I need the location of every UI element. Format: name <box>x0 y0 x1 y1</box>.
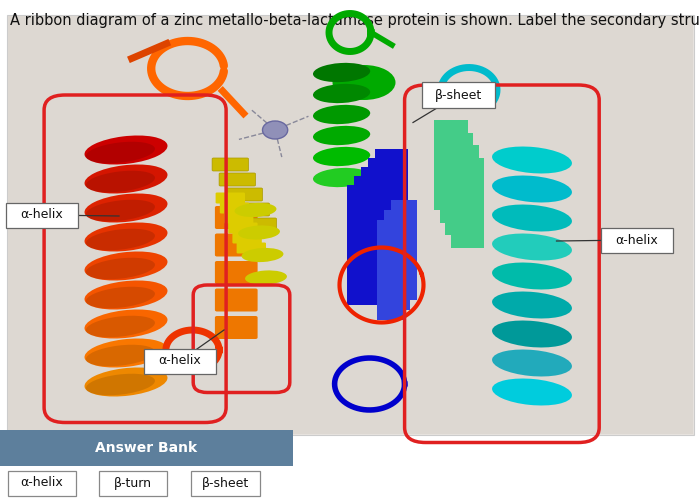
Ellipse shape <box>492 146 572 174</box>
FancyBboxPatch shape <box>0 430 293 466</box>
FancyBboxPatch shape <box>232 232 262 243</box>
FancyBboxPatch shape <box>216 192 245 203</box>
FancyBboxPatch shape <box>220 202 249 213</box>
Ellipse shape <box>85 222 167 252</box>
FancyBboxPatch shape <box>6 202 78 228</box>
Ellipse shape <box>313 63 370 82</box>
Text: A ribbon diagram of a zinc metallo-beta-lactamase protein is shown. Label the se: A ribbon diagram of a zinc metallo-beta-… <box>10 13 700 28</box>
Ellipse shape <box>86 374 155 396</box>
Ellipse shape <box>85 310 167 338</box>
Ellipse shape <box>492 378 572 406</box>
Ellipse shape <box>313 84 370 103</box>
FancyBboxPatch shape <box>354 176 387 296</box>
FancyBboxPatch shape <box>219 173 256 186</box>
FancyBboxPatch shape <box>237 242 266 254</box>
Ellipse shape <box>313 105 370 124</box>
FancyBboxPatch shape <box>212 158 248 171</box>
Ellipse shape <box>85 252 167 280</box>
FancyBboxPatch shape <box>377 220 403 320</box>
FancyBboxPatch shape <box>434 120 468 210</box>
FancyBboxPatch shape <box>440 132 473 222</box>
Ellipse shape <box>492 204 572 232</box>
Ellipse shape <box>238 226 280 239</box>
FancyBboxPatch shape <box>391 200 417 300</box>
Text: α-helix: α-helix <box>20 208 64 222</box>
FancyBboxPatch shape <box>144 348 216 374</box>
FancyBboxPatch shape <box>601 228 673 252</box>
Ellipse shape <box>492 292 572 318</box>
Ellipse shape <box>241 248 284 262</box>
Ellipse shape <box>313 126 370 145</box>
Ellipse shape <box>85 280 167 310</box>
Ellipse shape <box>262 121 288 139</box>
Ellipse shape <box>85 338 167 368</box>
Ellipse shape <box>313 147 370 166</box>
Ellipse shape <box>86 316 155 338</box>
Ellipse shape <box>85 368 167 396</box>
FancyBboxPatch shape <box>360 167 394 287</box>
FancyBboxPatch shape <box>7 15 694 435</box>
Ellipse shape <box>86 170 155 192</box>
Ellipse shape <box>85 136 167 164</box>
Ellipse shape <box>86 200 155 222</box>
Text: α-helix: α-helix <box>158 354 202 368</box>
Ellipse shape <box>85 164 167 194</box>
Ellipse shape <box>86 228 155 250</box>
FancyBboxPatch shape <box>233 203 270 216</box>
Ellipse shape <box>86 344 155 366</box>
FancyBboxPatch shape <box>191 470 260 496</box>
Text: α-helix: α-helix <box>615 234 659 246</box>
FancyBboxPatch shape <box>215 316 258 339</box>
FancyBboxPatch shape <box>445 145 479 235</box>
Text: α-helix: α-helix <box>20 476 64 490</box>
FancyBboxPatch shape <box>215 288 258 312</box>
FancyBboxPatch shape <box>215 206 258 229</box>
FancyBboxPatch shape <box>215 261 258 284</box>
Ellipse shape <box>492 320 572 347</box>
Ellipse shape <box>492 350 572 376</box>
Ellipse shape <box>245 270 287 284</box>
FancyBboxPatch shape <box>8 16 693 434</box>
FancyBboxPatch shape <box>346 185 380 305</box>
FancyBboxPatch shape <box>226 188 262 201</box>
FancyBboxPatch shape <box>451 158 484 248</box>
Ellipse shape <box>85 194 167 222</box>
Text: Answer Bank: Answer Bank <box>95 441 197 455</box>
FancyBboxPatch shape <box>374 149 408 269</box>
FancyBboxPatch shape <box>99 470 167 496</box>
Text: β-sheet: β-sheet <box>435 88 482 102</box>
FancyBboxPatch shape <box>240 218 276 231</box>
Ellipse shape <box>86 142 155 164</box>
Text: β-turn: β-turn <box>114 476 152 490</box>
FancyBboxPatch shape <box>224 212 253 224</box>
FancyBboxPatch shape <box>8 470 76 496</box>
Text: β-sheet: β-sheet <box>202 476 249 490</box>
FancyBboxPatch shape <box>384 210 410 310</box>
Ellipse shape <box>86 286 155 308</box>
Ellipse shape <box>234 203 276 217</box>
FancyBboxPatch shape <box>228 222 258 234</box>
FancyBboxPatch shape <box>368 158 401 278</box>
Ellipse shape <box>313 168 370 187</box>
Ellipse shape <box>492 262 572 289</box>
FancyBboxPatch shape <box>423 82 494 108</box>
Ellipse shape <box>86 258 155 280</box>
Ellipse shape <box>492 234 572 260</box>
Ellipse shape <box>332 65 396 100</box>
FancyBboxPatch shape <box>215 234 258 256</box>
Ellipse shape <box>492 176 572 203</box>
